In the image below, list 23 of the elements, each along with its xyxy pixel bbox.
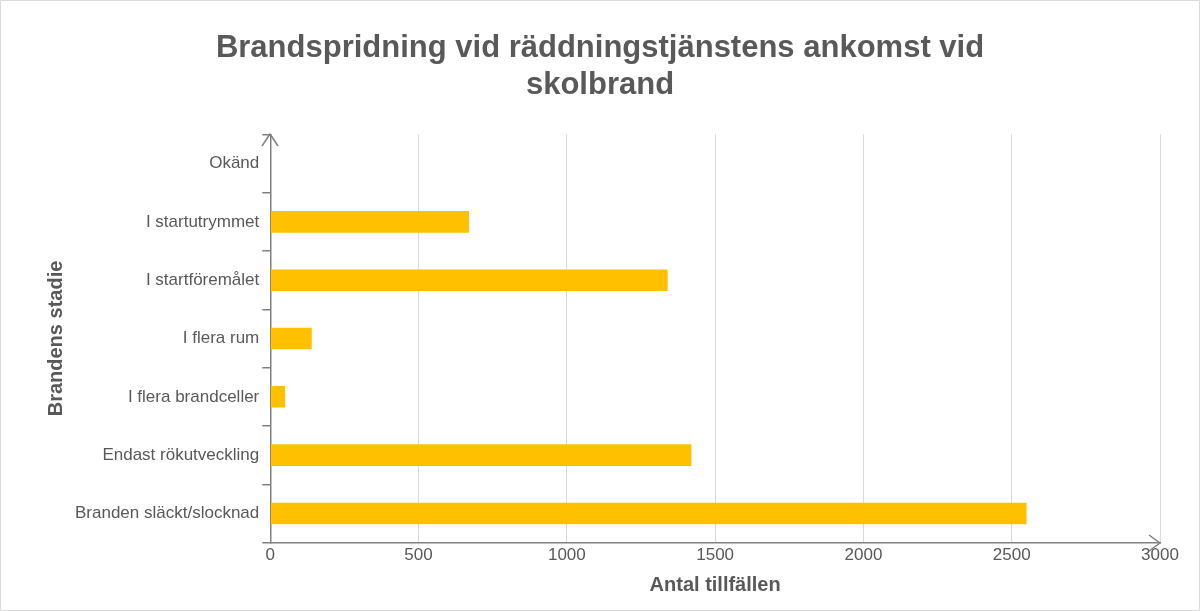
bar (270, 502, 1027, 525)
y-tick-label: I startutrymmet (145, 211, 260, 231)
y-tick-label: I flera brandceller (127, 386, 260, 406)
chart-title: Brandspridning vid räddningstjänstens ankomst vid skolbrand (215, 29, 985, 102)
x-tick-label: 2500 (992, 545, 1031, 565)
y-tick-label: I startföremålet (145, 269, 260, 289)
y-tick-label: Branden släckt/slocknad (74, 503, 260, 523)
x-tick-label: 1000 (547, 545, 586, 565)
bar (270, 269, 668, 291)
bar (270, 327, 312, 350)
x-axis-title: Antal tillfällen (649, 572, 781, 595)
x-tick-label: 500 (404, 545, 433, 565)
x-tick-label: 2000 (844, 545, 883, 565)
y-tick-label: Okänd (209, 153, 260, 173)
y-tick-label: Endast rökutveckling (102, 444, 260, 464)
y-tick-label: I flera rum (182, 328, 260, 348)
bar (270, 386, 286, 408)
x-tick-label: 1500 (696, 545, 735, 565)
bar (270, 211, 469, 233)
y-axis-title: Brandens stadie (43, 260, 66, 417)
x-tick-label: 3000 (1141, 545, 1179, 565)
bar (270, 444, 692, 466)
x-tick-label: 0 (265, 545, 275, 565)
